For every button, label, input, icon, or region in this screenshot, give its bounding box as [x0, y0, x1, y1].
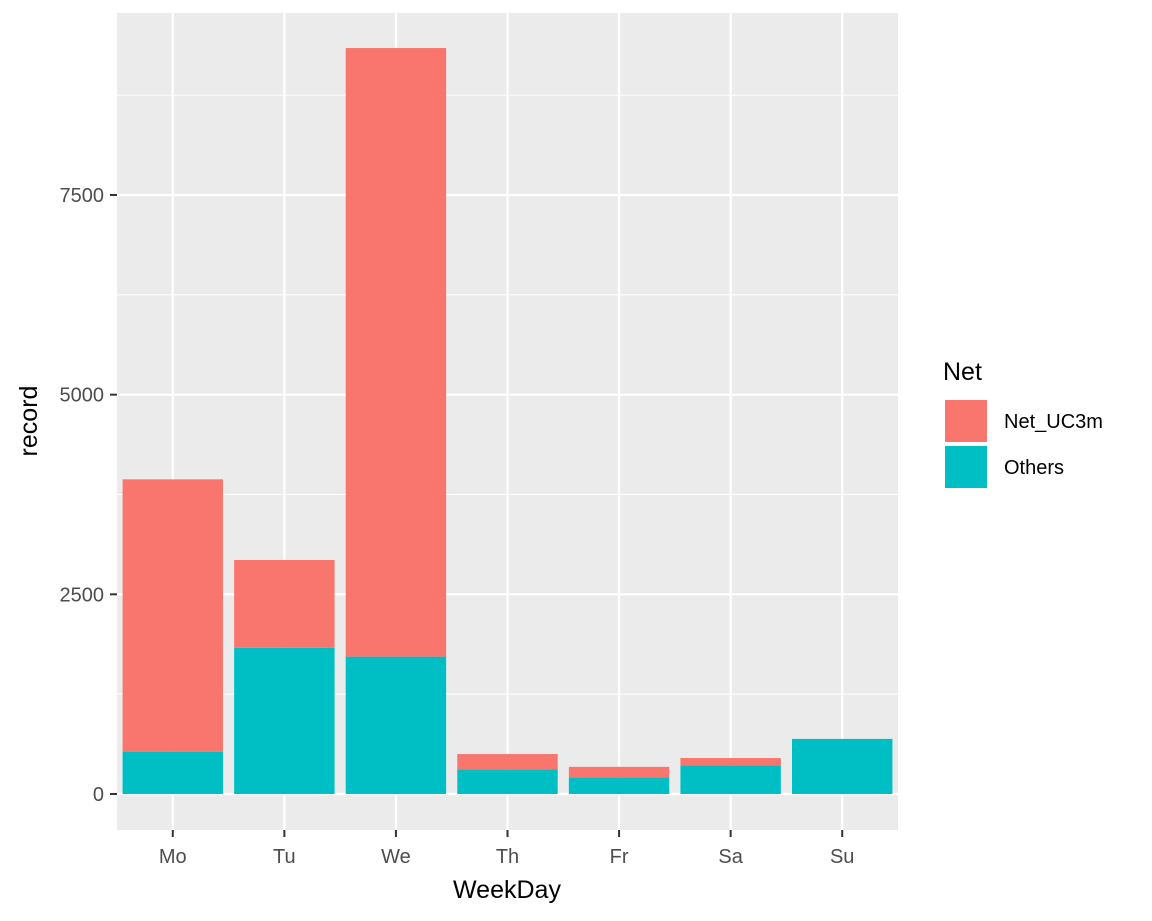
y-tick-label: 0 — [93, 784, 104, 806]
bars — [122, 48, 893, 794]
x-tick-label-tu: Tu — [273, 846, 296, 868]
bar-net-uc3m-sa — [680, 758, 781, 766]
x-tick-label-sa: Sa — [718, 846, 743, 868]
legend-label-net-uc3m: Net_UC3m — [1004, 411, 1103, 433]
legend-key-net-uc3m — [945, 400, 987, 442]
y-tick-label: 5000 — [60, 385, 105, 407]
x-tick-label-su: Su — [830, 846, 854, 868]
x-tick-label-mo: Mo — [159, 846, 187, 868]
bar-net-uc3m-mo — [122, 479, 223, 752]
x-axis: Mo Tu We Th Fr Sa Su — [159, 830, 854, 868]
bar-others-su — [792, 738, 893, 794]
bar-others-fr — [568, 777, 670, 794]
bar-others-mo — [122, 751, 223, 794]
legend-label-others: Others — [1004, 457, 1064, 479]
legend: Net Net_UC3m Others — [943, 358, 1103, 488]
x-tick-label-fr: Fr — [610, 846, 629, 868]
bar-net-uc3m-tu — [234, 559, 335, 648]
legend-title: Net — [943, 358, 982, 386]
y-axis: 0 2500 5000 7500 — [60, 185, 117, 806]
y-tick-label: 7500 — [60, 185, 105, 207]
x-tick-label-we: We — [381, 846, 411, 868]
bar-net-uc3m-th — [457, 754, 558, 770]
bar-others-we — [345, 656, 447, 794]
legend-key-others — [945, 446, 987, 488]
bar-others-th — [457, 769, 558, 794]
bar-net-uc3m-fr — [568, 766, 670, 778]
bar-others-sa — [680, 765, 781, 794]
y-axis-title: record — [15, 386, 43, 457]
x-tick-label-th: Th — [496, 846, 519, 868]
y-tick-label: 2500 — [60, 584, 105, 606]
x-axis-title: WeekDay — [453, 876, 561, 904]
bar-net-uc3m-we — [345, 48, 447, 657]
bar-others-tu — [234, 647, 335, 794]
